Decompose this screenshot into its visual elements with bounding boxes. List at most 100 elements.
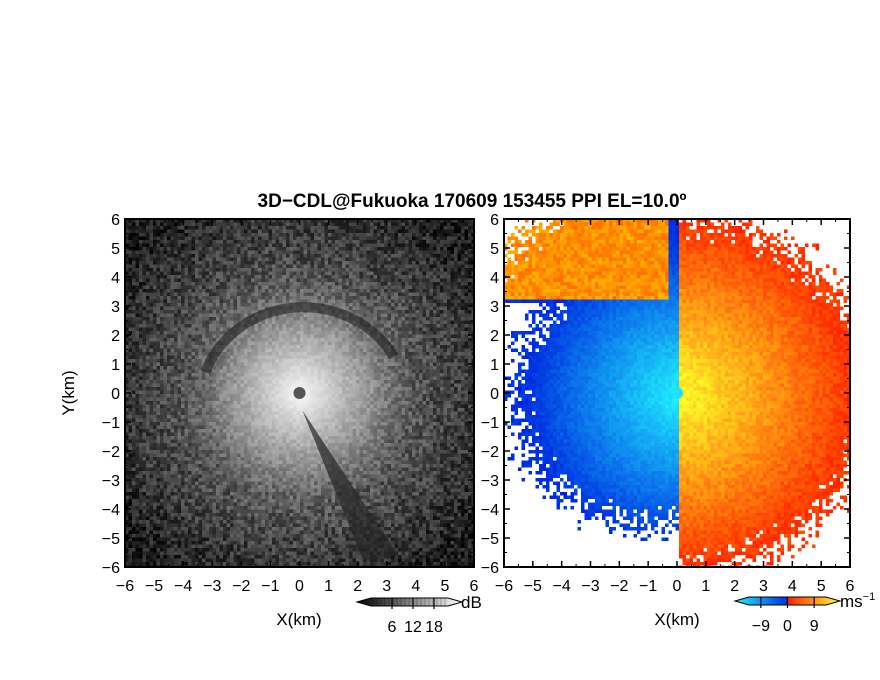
left-pixel <box>443 226 447 230</box>
left-pixel <box>440 317 444 321</box>
left-pixel <box>149 229 153 233</box>
left-pixel <box>160 271 164 275</box>
left-pixel <box>394 320 398 324</box>
left-pixel <box>387 219 391 223</box>
left-pixel <box>429 264 433 268</box>
left-pixel <box>184 264 188 268</box>
left-pixel <box>128 296 132 300</box>
left-pixel <box>223 278 227 282</box>
left-pixel <box>398 264 402 268</box>
left-pixel <box>349 264 353 268</box>
left-pixel <box>216 275 220 279</box>
left-pixel <box>195 236 199 240</box>
left-pixel <box>468 268 472 272</box>
left-pixel <box>422 369 426 373</box>
left-pixel <box>177 219 181 223</box>
left-pixel <box>181 366 185 370</box>
left-pixel <box>440 310 444 314</box>
left-pixel <box>160 254 164 258</box>
left-pixel <box>244 243 248 247</box>
left-pixel <box>237 243 241 247</box>
left-pixel <box>464 257 468 261</box>
left-pixel <box>198 254 202 258</box>
left-pixel <box>188 289 192 293</box>
left-pixel <box>195 247 199 251</box>
left-pixel <box>454 369 458 373</box>
left-pixel <box>461 348 465 352</box>
left-pixel <box>219 282 223 286</box>
left-pixel <box>163 369 167 373</box>
left-pixel <box>307 250 311 254</box>
left-pixel <box>135 240 139 244</box>
left-pixel <box>447 313 451 317</box>
left-pixel <box>202 271 206 275</box>
left-pixel <box>174 233 178 237</box>
left-pixel <box>226 243 230 247</box>
left-pixel <box>415 289 419 293</box>
left-pixel <box>142 254 146 258</box>
left-pixel <box>167 345 171 349</box>
left-pixel <box>377 257 381 261</box>
left-pixel <box>454 275 458 279</box>
left-pixel <box>450 341 454 345</box>
left-pixel <box>156 359 160 363</box>
left-pixel <box>170 240 174 244</box>
left-pixel <box>156 320 160 324</box>
left-pixel <box>464 229 468 233</box>
left-pixel <box>184 254 188 258</box>
left-pixel <box>156 373 160 377</box>
left-pixel <box>394 226 398 230</box>
left-pixel <box>387 261 391 265</box>
left-pixel <box>181 236 185 240</box>
left-pixel <box>450 289 454 293</box>
left-pixel <box>230 264 234 268</box>
left-pixel <box>142 324 146 328</box>
left-pixel <box>216 257 220 261</box>
left-pixel <box>426 376 430 380</box>
left-pixel <box>230 233 234 237</box>
left-pixel <box>146 331 150 335</box>
left-pixel <box>338 233 342 237</box>
left-pixel <box>125 380 129 384</box>
left-pixel <box>450 240 454 244</box>
left-pixel <box>275 271 279 275</box>
left-pixel <box>184 240 188 244</box>
left-pixel <box>188 247 192 251</box>
left-pixel <box>223 257 227 261</box>
left-pixel <box>373 226 377 230</box>
left-pixel <box>191 236 195 240</box>
left-pixel <box>461 387 465 391</box>
left-pixel <box>205 292 209 296</box>
left-pixel <box>391 292 395 296</box>
left-pixel <box>170 222 174 226</box>
left-pixel <box>188 296 192 300</box>
left-pixel <box>289 219 293 223</box>
left-pixel <box>261 247 265 251</box>
left-pixel <box>261 271 265 275</box>
left-pixel <box>146 317 150 321</box>
left-pixel <box>471 250 474 254</box>
left-pixel <box>219 243 223 247</box>
left-pixel <box>359 261 363 265</box>
left-pixel <box>401 285 405 289</box>
left-pixel <box>181 341 185 345</box>
left-pixel <box>454 285 458 289</box>
left-pixel <box>160 380 164 384</box>
left-pixel <box>251 254 255 258</box>
left-pixel <box>464 247 468 251</box>
left-pixel <box>391 317 395 321</box>
left-pixel <box>177 369 181 373</box>
left-pixel <box>447 285 451 289</box>
left-pixel <box>419 338 423 342</box>
left-pixel <box>443 233 447 237</box>
left-pixel <box>422 341 426 345</box>
left-pixel <box>464 282 468 286</box>
left-pixel <box>230 292 234 296</box>
left-pixel <box>188 233 192 237</box>
left-pixel <box>223 275 227 279</box>
left-pixel <box>167 327 171 331</box>
left-pixel <box>142 327 146 331</box>
left-pixel <box>363 254 367 258</box>
left-pixel <box>454 264 458 268</box>
left-pixel <box>405 296 409 300</box>
